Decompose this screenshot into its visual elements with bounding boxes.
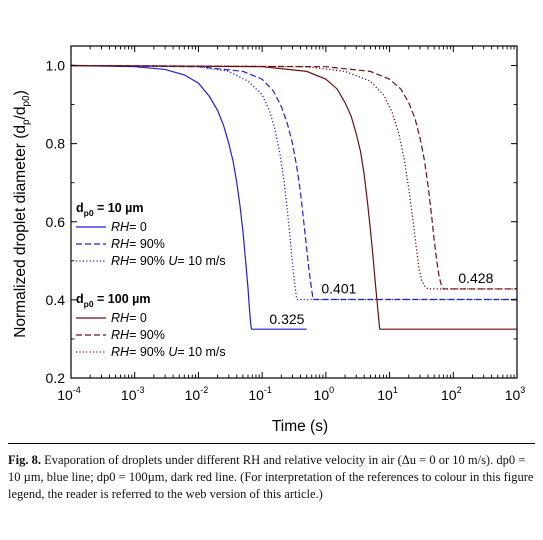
y-tick-label: 0.4 xyxy=(46,292,66,308)
legend-title: dp0 = 10 µm xyxy=(76,201,144,218)
x-tick-label: 10-4 xyxy=(57,385,81,403)
figure-label: Fig. 8. xyxy=(8,453,41,467)
legend: dp0 = 10 µm RH= 0 RH= 90% RH= 90% U= 10 m/s… xyxy=(76,201,226,359)
legend-label: RH= 90% xyxy=(111,328,165,342)
chart: 10-4 10-3 10-2 10-1 100 101 102 103 0.2 0.4 0.6 0.8… xyxy=(12,45,526,435)
y-tick-label: 0.6 xyxy=(46,214,66,230)
y-axis-label: Normalized droplet diameter (dp/dp0) xyxy=(12,90,32,338)
caption-text: Evaporation of droplets under different … xyxy=(8,453,534,501)
legend-label: RH= 0 xyxy=(111,311,147,325)
series-line-6 xyxy=(70,64,517,290)
series-line-2 xyxy=(70,64,517,301)
legend-label: RH= 0 xyxy=(111,220,147,234)
legend-label: RH= 90% U= 10 m/s xyxy=(111,345,226,359)
series-layer xyxy=(70,64,517,330)
legend-label: RH= 90% U= 10 m/s xyxy=(111,254,226,268)
legend-label: RH= 90% xyxy=(111,237,165,251)
value-annotation: 0.401 xyxy=(321,281,356,297)
x-tick-label: 103 xyxy=(505,385,526,403)
x-tick-label: 10-2 xyxy=(185,385,209,403)
series-line-5 xyxy=(70,64,517,290)
figure-caption: Fig. 8. Evaporation of droplets under di… xyxy=(8,452,535,503)
caption-rule xyxy=(8,443,535,444)
legend-title: dp0 = 100 µm xyxy=(76,292,150,309)
plot-frame xyxy=(70,45,518,379)
x-tick-label: 10-3 xyxy=(121,385,145,403)
x-tick-label: 101 xyxy=(377,385,398,403)
annotation-layer: 0.325 0.401 0.428 xyxy=(269,270,493,327)
series-line-1 xyxy=(70,64,307,330)
axis-labels: Time (s) Normalized droplet diameter (dp/… xyxy=(12,90,328,435)
series-line-3 xyxy=(70,64,517,301)
x-tick-label: 102 xyxy=(441,385,462,403)
y-tick-label: 0.2 xyxy=(46,370,66,386)
x-tick-label: 100 xyxy=(314,385,335,403)
value-annotation: 0.428 xyxy=(458,270,493,286)
axes-layer: 10-4 10-3 10-2 10-1 100 101 102 103 0.2 0.4 0.6 0.8… xyxy=(46,45,526,403)
value-annotation: 0.325 xyxy=(269,311,304,327)
series-line-4 xyxy=(70,64,517,330)
x-tick-label: 10-1 xyxy=(248,385,272,403)
y-tick-label: 1.0 xyxy=(46,58,66,74)
x-axis-label: Time (s) xyxy=(272,418,328,435)
y-tick-label: 0.8 xyxy=(46,136,66,152)
